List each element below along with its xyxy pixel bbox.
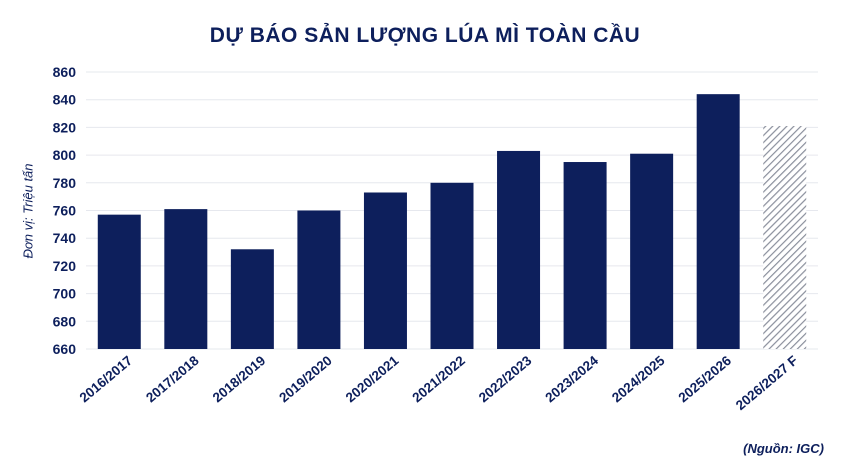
y-tick-label: 780 — [53, 175, 77, 191]
bar-forecast — [763, 126, 807, 349]
bar — [630, 153, 674, 349]
y-tick-label: 720 — [53, 258, 77, 274]
x-tick-label: 2025/2026 — [676, 352, 735, 405]
bar — [230, 249, 274, 349]
x-tick-label: 2021/2022 — [409, 353, 468, 406]
y-tick-label: 740 — [53, 230, 77, 246]
x-tick-label: 2016/2017 — [77, 353, 136, 406]
bar — [164, 209, 208, 349]
x-tick-label: 2020/2021 — [343, 352, 402, 405]
y-tick-label: 860 — [53, 64, 77, 80]
x-tick-label: 2018/2019 — [210, 353, 269, 406]
x-tick-label: 2024/2025 — [609, 352, 668, 405]
source-note: (Nguồn: IGC) — [743, 441, 824, 456]
x-tick-label: 2019/2020 — [276, 353, 335, 406]
x-tick-label: 2022/2023 — [476, 352, 535, 405]
x-tick-label: 2026/2027 F — [733, 353, 801, 413]
y-tick-label: 800 — [53, 147, 77, 163]
y-tick-label: 680 — [53, 313, 77, 329]
bar — [497, 150, 541, 349]
chart-title: DỰ BÁO SẢN LƯỢNG LÚA MÌ TOÀN CẦU — [209, 24, 641, 47]
y-tick-label: 660 — [53, 341, 77, 357]
bar — [97, 214, 141, 349]
bar — [563, 162, 607, 349]
y-tick-label: 820 — [53, 119, 77, 135]
bar — [297, 210, 341, 349]
bar — [363, 192, 407, 349]
y-tick-label: 760 — [53, 203, 77, 219]
y-tick-label: 840 — [53, 92, 77, 108]
x-tick-label: 2023/2024 — [542, 352, 601, 405]
x-tick-label: 2017/2018 — [143, 352, 202, 405]
y-tick-label: 700 — [53, 286, 77, 302]
bar — [696, 94, 740, 349]
bar — [430, 182, 474, 349]
